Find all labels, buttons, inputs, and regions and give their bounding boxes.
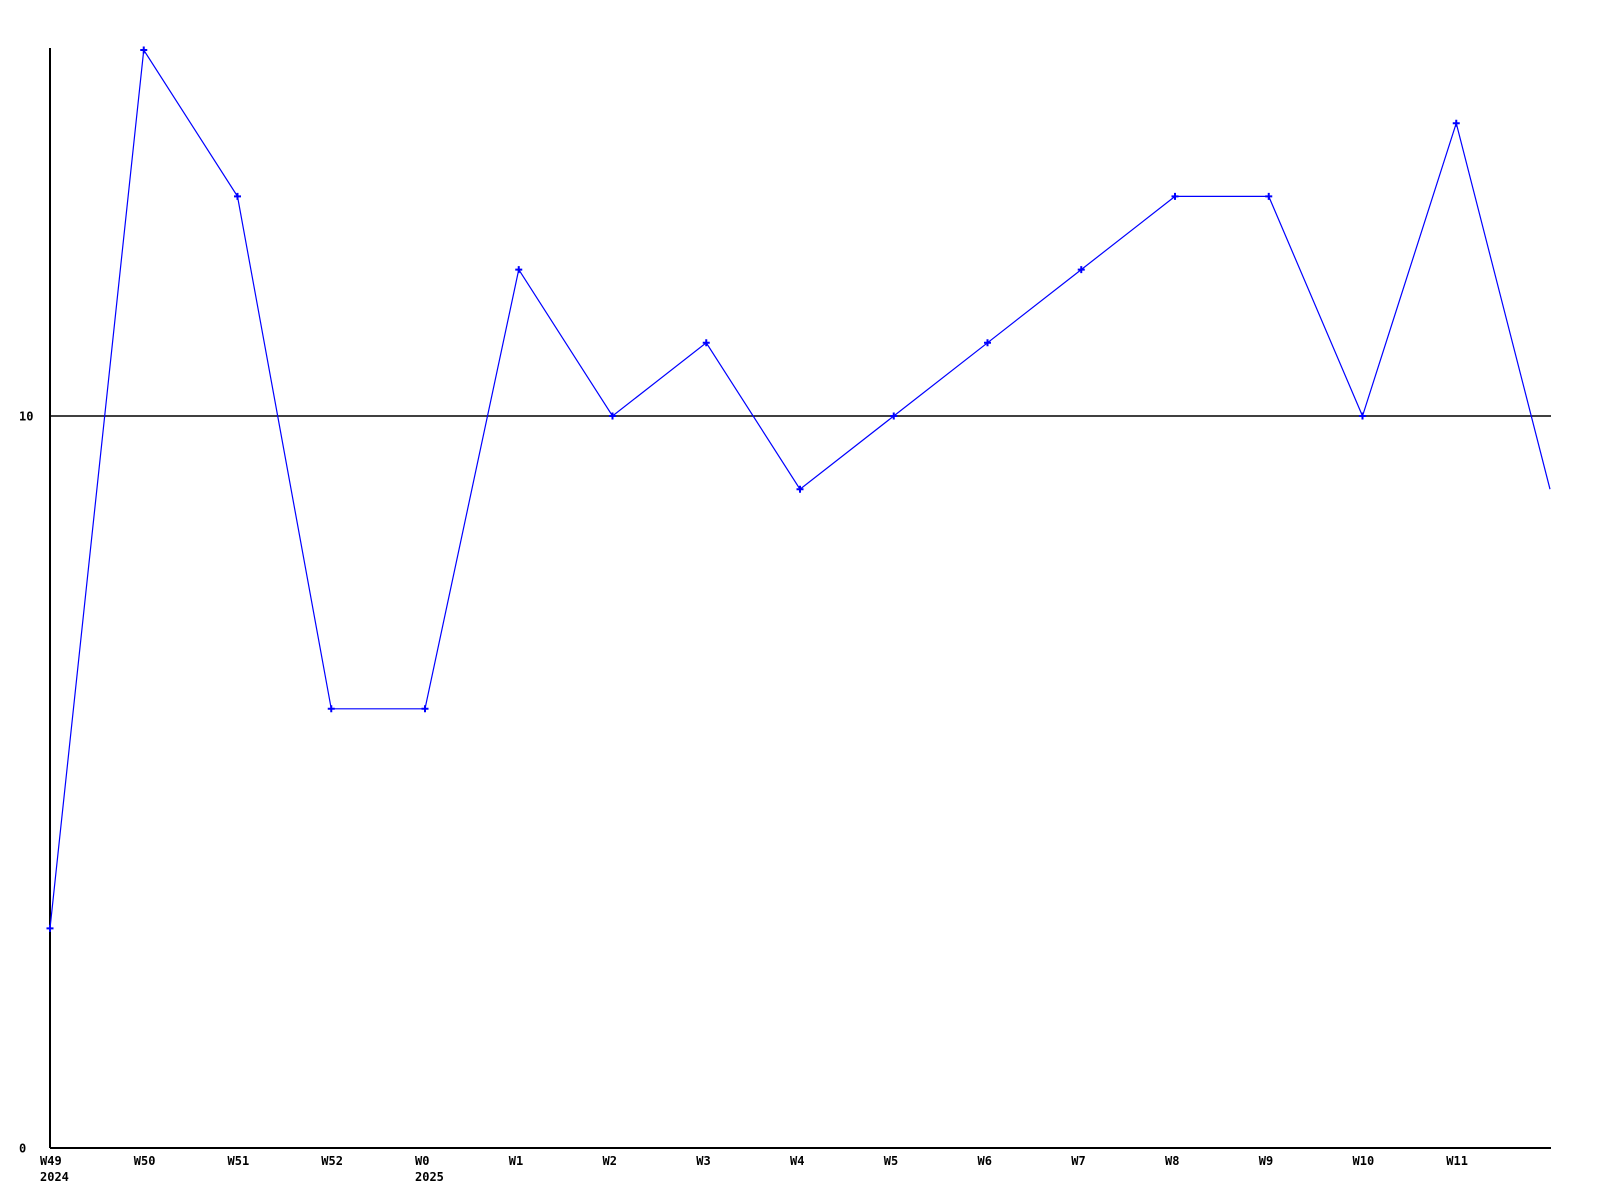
x-tick-label-W6: W6: [978, 1154, 992, 1168]
x-tick-label-W3: W3: [696, 1154, 710, 1168]
x-tick-label-W49: W49: [40, 1154, 62, 1168]
data-point-marker: [1359, 412, 1366, 420]
x-tick-label-W51: W51: [228, 1154, 250, 1168]
data-point-marker: [327, 705, 335, 713]
x-tick-label-W0: W0: [415, 1154, 429, 1168]
data-point-marker: [984, 339, 991, 347]
x-tick-label-W2: W2: [603, 1154, 617, 1168]
x-tick-label-W11: W11: [1446, 1154, 1468, 1168]
data-point-marker: [1452, 119, 1460, 127]
data-point-marker: [140, 46, 148, 54]
x-tick-label-W9: W9: [1259, 1154, 1273, 1168]
data-point-marker: [609, 412, 616, 420]
x-tick-label-W4: W4: [790, 1154, 804, 1168]
x-tick-label-W5: W5: [884, 1154, 898, 1168]
x-year-label-2025: 2025: [415, 1170, 444, 1184]
y-tick-label-0: 0: [19, 1142, 26, 1156]
data-point-marker: [515, 266, 523, 274]
x-tick-label-W7: W7: [1071, 1154, 1085, 1168]
x-tick-label-W10: W10: [1353, 1154, 1375, 1168]
data-point-marker: [1265, 192, 1273, 200]
data-point-marker: [796, 485, 804, 493]
x-tick-label-W52: W52: [321, 1154, 343, 1168]
data-point-marker: [234, 192, 241, 200]
x-tick-label-W50: W50: [134, 1154, 156, 1168]
x-tick-label-W1: W1: [509, 1154, 523, 1168]
data-point-marker: [702, 339, 710, 347]
data-point-marker: [46, 924, 54, 932]
data-point-marker: [890, 412, 898, 420]
y-tick-label-10: 10: [19, 410, 33, 424]
x-year-label-2024: 2024: [40, 1170, 69, 1184]
x-tick-label-W8: W8: [1165, 1154, 1179, 1168]
data-point-marker: [421, 705, 429, 713]
data-point-marker: [1077, 266, 1085, 274]
data-point-marker: [1171, 192, 1179, 200]
